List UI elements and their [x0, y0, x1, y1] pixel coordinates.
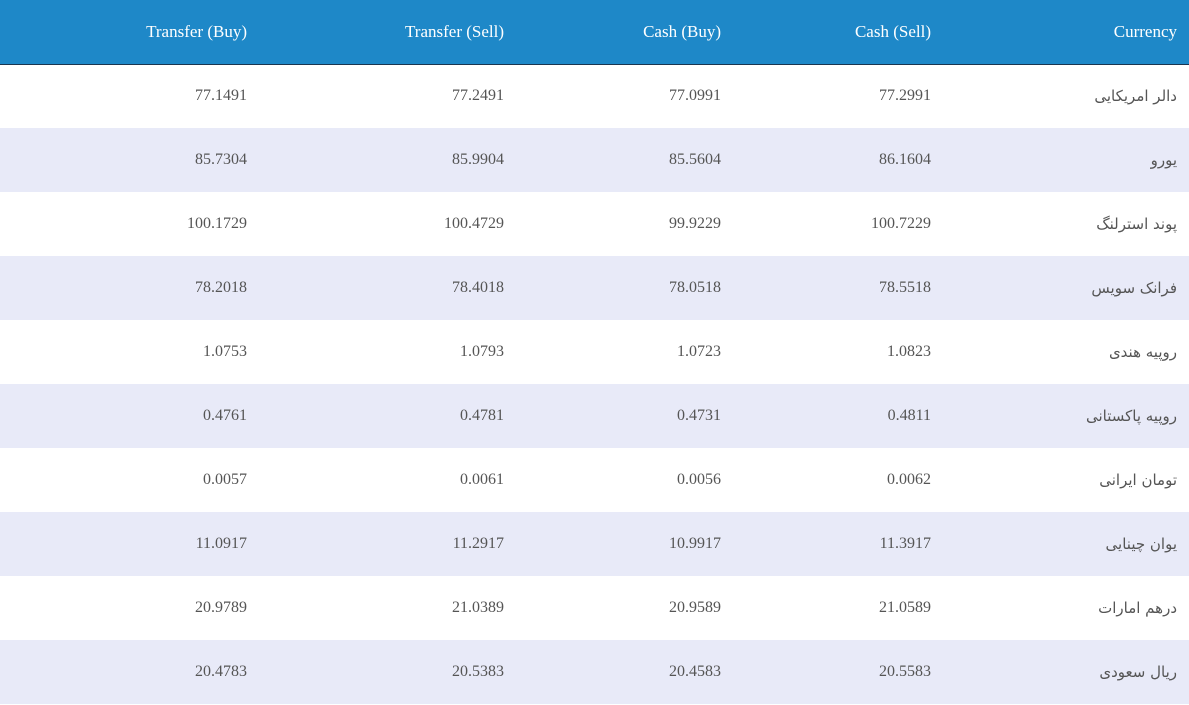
header-cell: Transfer (Sell)	[259, 0, 516, 65]
table-row: 100.1729 100.4729 99.9229 100.7229 پوند استر…	[0, 192, 1189, 256]
rate-cell: 0.0057	[203, 471, 247, 488]
rate-cell: 0.4731	[516, 384, 733, 448]
currency-cell: روپیه پاکستانی	[943, 384, 1189, 448]
rate-cell: 77.1491	[195, 87, 247, 105]
header-cell: Currency	[943, 0, 1189, 65]
table-row: 0.4761 0.4781 0.4731 0.4811 روپیه پاکستانی	[0, 384, 1189, 448]
rate-cell: 0.0062	[887, 471, 931, 488]
rate-cell: 100.1729	[187, 215, 247, 232]
rate-cell: 77.0991	[669, 87, 721, 105]
rate-cell: 0.0056	[677, 471, 721, 488]
currency-cell: تومان ایرانی	[1099, 471, 1177, 489]
rate-cell: 20.5583	[733, 640, 943, 704]
rate-cell: 0.0061	[460, 471, 504, 488]
header-row: Transfer (Buy) Transfer (Sell) Cash (Buy) C…	[0, 0, 1189, 65]
rate-cell: 85.5604	[516, 128, 733, 192]
rate-cell: 20.9789	[195, 599, 247, 616]
currency-cell: یوان چینایی	[943, 512, 1189, 576]
rate-cell: 11.3917	[733, 512, 943, 576]
table-row: 85.7304 85.9904 85.5604 86.1604 یورو	[0, 128, 1189, 192]
table-row: 78.2018 78.4018 78.0518 78.5518 فرانک سویس	[0, 256, 1189, 320]
rate-cell: 1.0793	[460, 343, 504, 360]
currency-cell: فرانک سویس	[943, 256, 1189, 320]
rate-cell: 78.2018	[0, 256, 259, 320]
rate-cell: 85.9904	[259, 128, 516, 192]
header-cell: Transfer (Buy)	[0, 0, 259, 65]
currency-cell: پوند استرلنگ	[1096, 215, 1177, 233]
table-header: Transfer (Buy) Transfer (Sell) Cash (Buy) C…	[0, 0, 1189, 65]
rate-cell: 99.9229	[669, 215, 721, 232]
table-row: 0.0057 0.0061 0.0056 0.0062 تومان ایرانی	[0, 448, 1189, 512]
rate-cell: 77.2491	[452, 87, 504, 105]
rate-cell: 21.0389	[452, 599, 504, 616]
rate-cell: 85.7304	[0, 128, 259, 192]
rate-cell: 100.7229	[871, 215, 931, 232]
rate-cell: 1.0723	[677, 343, 721, 360]
table-row: 1.0753 1.0793 1.0723 1.0823 روپیه هندی	[0, 320, 1189, 384]
rate-cell: 11.2917	[259, 512, 516, 576]
table-row: 20.4783 20.5383 20.4583 20.5583 ریال سعودی	[0, 640, 1189, 704]
rate-cell: 78.0518	[516, 256, 733, 320]
header-cell: Cash (Sell)	[733, 0, 943, 65]
rate-cell: 1.0753	[203, 343, 247, 360]
table-row: 11.0917 11.2917 10.9917 11.3917 یوان چینایی	[0, 512, 1189, 576]
rate-cell: 77.2991	[879, 87, 931, 105]
currency-cell: یورو	[943, 128, 1189, 192]
rate-cell: 0.4781	[259, 384, 516, 448]
rate-cell: 21.0589	[879, 599, 931, 616]
rate-cell: 20.4783	[0, 640, 259, 704]
rate-cell: 10.9917	[516, 512, 733, 576]
rate-cell: 100.4729	[444, 215, 504, 232]
rate-cell: 20.5383	[259, 640, 516, 704]
currency-cell: ریال سعودی	[943, 640, 1189, 704]
table-body: 77.1491 77.2491 77.0991 77.2991 دالر امریکای…	[0, 64, 1189, 704]
rate-cell: 20.4583	[516, 640, 733, 704]
rate-cell: 20.9589	[669, 599, 721, 616]
rate-cell: 78.5518	[733, 256, 943, 320]
rate-cell: 1.0823	[887, 343, 931, 360]
currency-cell: درهم امارات	[1098, 599, 1177, 617]
rate-cell: 11.0917	[0, 512, 259, 576]
rate-cell: 78.4018	[259, 256, 516, 320]
currency-cell: دالر امریکایی	[1094, 87, 1177, 106]
rate-cell: 0.4761	[0, 384, 259, 448]
table-row: 20.9789 21.0389 20.9589 21.0589 درهم امارات	[0, 576, 1189, 640]
rate-cell: 0.4811	[733, 384, 943, 448]
currency-cell: روپیه هندی	[1108, 343, 1177, 361]
header-cell: Cash (Buy)	[516, 0, 733, 65]
rate-cell: 86.1604	[733, 128, 943, 192]
table-row: 77.1491 77.2491 77.0991 77.2991 دالر امریکای…	[0, 64, 1189, 128]
